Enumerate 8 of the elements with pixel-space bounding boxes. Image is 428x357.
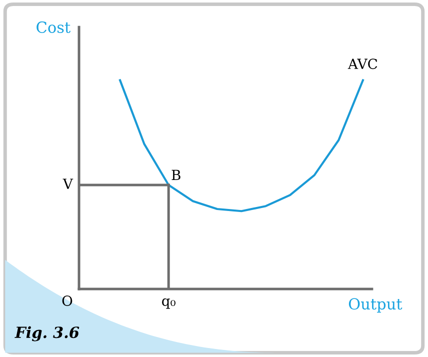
series-label: AVC	[348, 58, 378, 70]
text: O	[62, 296, 72, 306]
y-axis-title: Cost	[36, 21, 70, 33]
text: Fig. 3.6	[14, 326, 80, 342]
x-axis-title: Output	[348, 298, 402, 313]
annotation: B	[172, 170, 180, 180]
text: V	[62, 178, 74, 189]
text: q₀	[162, 298, 176, 309]
